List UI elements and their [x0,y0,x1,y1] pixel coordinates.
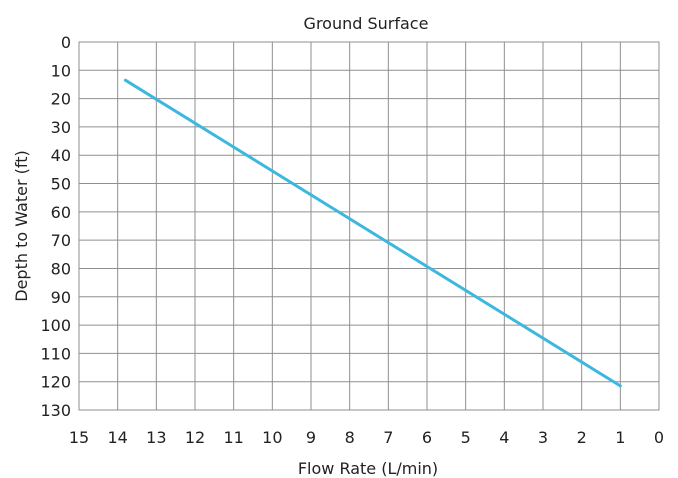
y-tick-label: 110 [40,344,71,363]
y-axis-label: Depth to Water (ft) [12,150,31,301]
x-tick-label: 6 [422,428,432,447]
x-tick-label: 0 [654,428,664,447]
y-tick-label: 120 [40,373,71,392]
x-tick-label: 11 [223,428,243,447]
x-tick-label: 2 [577,428,587,447]
x-tick-label: 10 [262,428,282,447]
y-tick-label: 130 [40,401,71,420]
x-tick-label: 4 [499,428,509,447]
y-tick-label: 100 [40,316,71,335]
x-tick-label: 5 [461,428,471,447]
x-tick-label: 14 [107,428,127,447]
x-tick-label: 8 [345,428,355,447]
x-tick-label: 15 [69,428,89,447]
y-tick-label: 50 [51,175,71,194]
x-tick-label: 13 [146,428,166,447]
series-layer [123,78,622,388]
plot-frame [78,41,660,411]
y-tick-label: 70 [51,231,71,250]
x-axis-label: Flow Rate (L/min) [298,459,438,478]
x-tick-label: 1 [615,428,625,447]
y-axis-ticks: 0 10 20 30 40 50 60 70 80 90 100 110 120 130 [40,33,71,420]
x-tick-label: 3 [538,428,548,447]
y-tick-label: 60 [51,203,71,222]
chart-title: Ground Surface [304,14,429,33]
y-tick-label: 80 [51,259,71,278]
y-tick-label: 20 [51,90,71,109]
x-axis-ticks: 15 14 13 12 11 10 9 8 7 6 5 4 3 2 1 0 [69,428,664,447]
y-tick-label: 0 [61,33,71,52]
y-tick-label: 90 [51,288,71,307]
x-tick-label: 12 [185,428,205,447]
series-line [123,78,622,388]
y-tick-label: 30 [51,118,71,137]
y-tick-label: 40 [51,146,71,165]
x-tick-label: 9 [306,428,316,447]
y-tick-label: 10 [51,61,71,80]
x-tick-label: 7 [383,428,393,447]
